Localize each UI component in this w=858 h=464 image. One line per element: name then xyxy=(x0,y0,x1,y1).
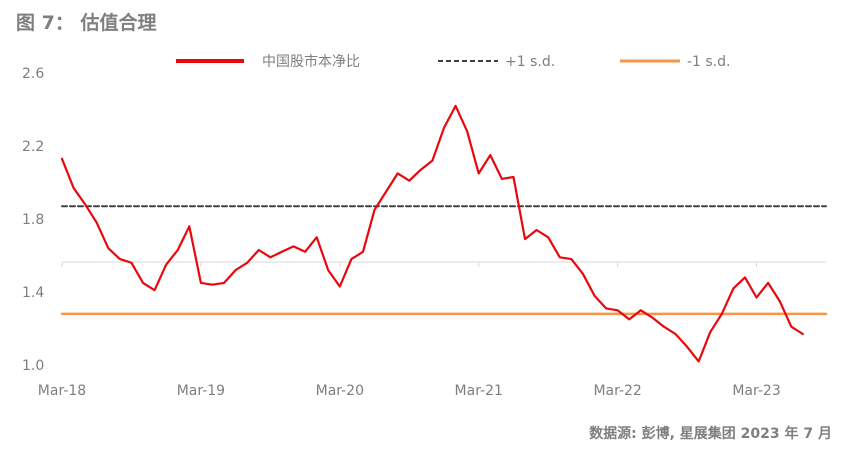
x-tick-label: Mar-20 xyxy=(316,383,364,399)
figure-title: 图 7： 估值合理 xyxy=(16,12,157,34)
y-tick-label: 1.8 xyxy=(22,212,44,228)
x-tick-label: Mar-22 xyxy=(593,383,641,399)
chart-legend: 中国股市本净比 +1 s.d. -1 s.d. xyxy=(176,53,731,70)
x-tick-label: Mar-19 xyxy=(177,383,225,399)
y-tick-label: 1.4 xyxy=(22,285,44,301)
y-tick-label: 2.2 xyxy=(22,139,44,155)
y-axis: 2.6 2.2 1.8 1.4 1.0 xyxy=(22,66,44,374)
x-tick-label: Mar-18 xyxy=(38,383,86,399)
x-axis: Mar-18 Mar-19 Mar-20 Mar-21 Mar-22 Mar-23 xyxy=(38,261,826,399)
legend-label: +1 s.d. xyxy=(505,54,555,70)
x-tick-label: Mar-21 xyxy=(455,383,503,399)
legend-label: -1 s.d. xyxy=(687,54,731,70)
y-tick-label: 2.6 xyxy=(22,66,44,82)
source-note: 数据源: 彭博, 星展集团 2023 年 7 月 xyxy=(589,426,832,442)
legend-label: 中国股市本净比 xyxy=(262,53,360,70)
plot-area xyxy=(60,104,828,363)
y-tick-label: 1.0 xyxy=(22,358,44,374)
series-line xyxy=(60,104,804,363)
x-tick-label: Mar-23 xyxy=(732,383,780,399)
